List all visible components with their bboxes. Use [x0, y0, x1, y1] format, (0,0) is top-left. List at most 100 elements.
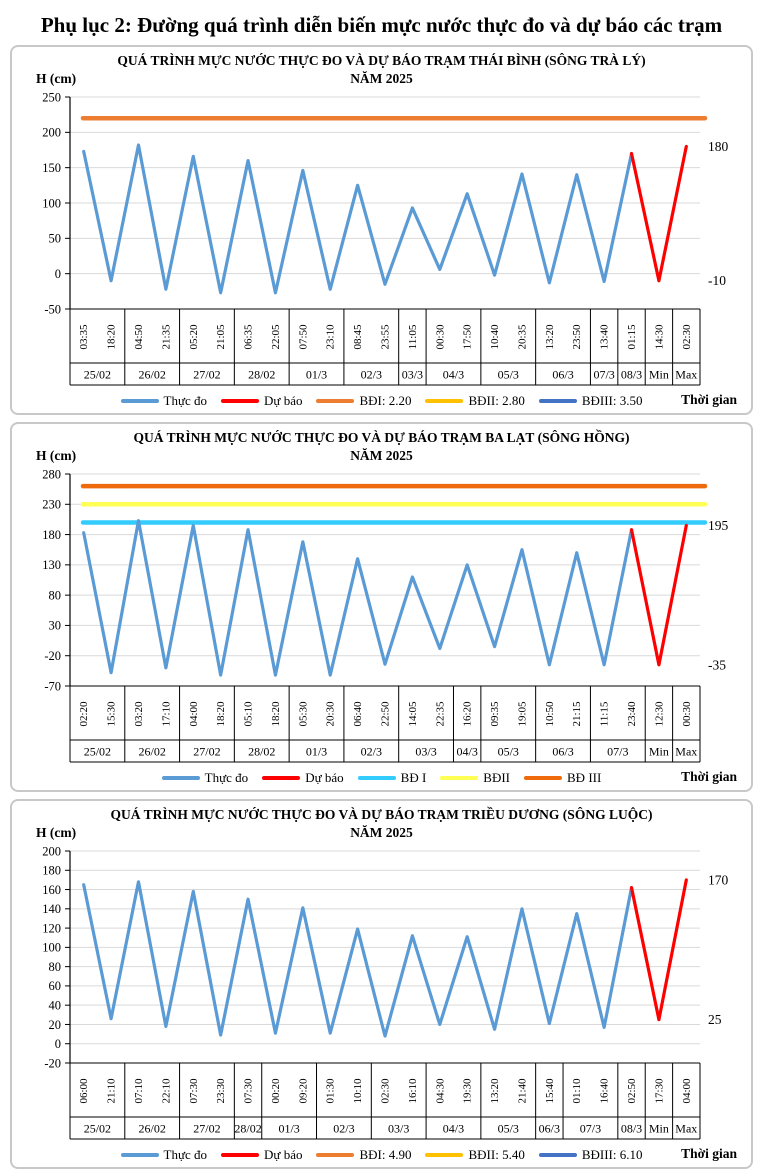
time-label: 21:40 — [516, 1078, 528, 1104]
date-label: 02/3 — [333, 1122, 354, 1136]
legend-line-swatch-icon — [316, 1153, 355, 1158]
date-label: 04/3 — [457, 745, 478, 759]
legend-item: Thực đo — [161, 770, 248, 786]
time-label: 05:10 — [243, 701, 255, 727]
legend-label: Dự báo — [264, 1147, 303, 1163]
time-label: 21:35 — [160, 324, 172, 350]
time-label: 18:20 — [270, 701, 282, 727]
legend-items: Thực đo Dự báo BĐI: 4.90 BĐII: 5.40 BĐIII: 6… — [120, 1147, 643, 1163]
legend-items: Thực đo Dự báo BĐ I BĐII BĐ III — [161, 770, 601, 786]
data-label: 170 — [708, 873, 729, 888]
x-axis-title: Thời gian — [681, 769, 737, 785]
date-label: 25/02 — [84, 745, 111, 759]
observed-line — [82, 519, 634, 677]
y-tick-label: 80 — [49, 960, 62, 974]
time-label: 06:40 — [352, 701, 364, 727]
legend-item: BĐ III — [524, 770, 601, 786]
date-label: 07/3 — [607, 745, 628, 759]
time-label: 00:30 — [681, 701, 693, 727]
date-label: 06/3 — [552, 745, 573, 759]
time-label: 13:20 — [489, 1078, 501, 1104]
date-label: 02/3 — [361, 745, 382, 759]
time-label: 20:35 — [516, 324, 528, 350]
legend-line-swatch-icon — [316, 399, 355, 404]
chart-panel-thai-binh: QUÁ TRÌNH MỰC NƯỚC THỰC ĐO VÀ DỰ BÁO TRẠ… — [10, 45, 753, 416]
time-label: 14:05 — [407, 701, 419, 727]
date-label: 08/3 — [621, 1122, 642, 1136]
legend-item: Dự báo — [262, 770, 344, 786]
y-tick-label: 0 — [55, 1037, 61, 1051]
time-label: 02:30 — [681, 324, 693, 350]
y-tick-label: 20 — [49, 1018, 62, 1032]
time-label: 04:30 — [434, 1078, 446, 1104]
legend-item: Dự báo — [221, 393, 302, 409]
date-label: 27/02 — [193, 745, 220, 759]
legend-item: BĐIII: 3.50 — [538, 393, 643, 409]
time-label: 16:40 — [599, 1078, 611, 1104]
legend-label: BĐ III — [567, 770, 602, 786]
forecast-line — [629, 144, 688, 283]
time-label: 00:30 — [434, 324, 446, 350]
y-tick-label: 200 — [42, 126, 61, 140]
date-label: 07/3 — [593, 368, 614, 382]
time-label: 08:45 — [352, 324, 364, 350]
y-tick-label: 30 — [49, 619, 62, 633]
chart-title-block: QUÁ TRÌNH MỰC NƯỚC THỰC ĐO VÀ DỰ BÁO TRẠ… — [12, 52, 751, 87]
y-tick-label: 100 — [42, 941, 61, 955]
legend-label: BĐII: 5.40 — [468, 1147, 525, 1163]
time-label: 06:35 — [243, 324, 255, 350]
date-label: 06/3 — [552, 368, 573, 382]
legend-item: BĐII: 2.80 — [425, 393, 525, 409]
y-tick-label: 180 — [42, 864, 61, 878]
y-tick-label: 230 — [42, 498, 61, 512]
date-label: 04/3 — [443, 368, 464, 382]
data-label: 180 — [708, 139, 729, 154]
legend-row: Thực đo Dự báo BĐ I BĐII BĐ III Thời gian — [12, 766, 751, 790]
data-label: -10 — [708, 273, 726, 288]
time-label: 04:00 — [188, 701, 200, 727]
y-tick-label: 60 — [49, 979, 62, 993]
forecast-line — [629, 878, 688, 1022]
legend-item: BĐIII: 6.10 — [538, 1147, 643, 1163]
time-label: 13:20 — [544, 324, 556, 350]
legend-line-swatch-icon — [221, 1153, 260, 1158]
date-label: 04/3 — [443, 1122, 464, 1136]
legend-line-swatch-icon — [440, 776, 479, 781]
legend-label: Thực đo — [163, 393, 208, 409]
time-label: 11:15 — [599, 701, 611, 726]
legend-item: Thực đo — [120, 393, 208, 409]
date-label: 01/3 — [306, 745, 327, 759]
date-label: 03/3 — [415, 745, 436, 759]
time-label: 09:35 — [489, 701, 501, 727]
date-label: 25/02 — [84, 1122, 111, 1136]
chart-subtitle: NĂM 2025 — [350, 824, 413, 840]
time-label: 04:00 — [681, 1078, 693, 1104]
time-label: 07:30 — [188, 1078, 200, 1104]
y-tick-label: -20 — [44, 1057, 61, 1071]
time-label: 16:10 — [407, 1078, 419, 1104]
legend-line-swatch-icon — [120, 399, 159, 404]
y-tick-label: 200 — [42, 845, 61, 859]
time-label: 07:50 — [297, 324, 309, 350]
time-label: 14:30 — [653, 324, 665, 350]
time-label: 21:05 — [215, 324, 227, 350]
y-tick-label: 100 — [42, 196, 61, 210]
date-label: 05/3 — [498, 368, 519, 382]
time-label: 05:30 — [297, 701, 309, 727]
legend-line-swatch-icon — [120, 1153, 159, 1158]
legend-label: BĐIII: 3.50 — [581, 393, 643, 409]
time-label: 10:50 — [544, 701, 556, 727]
chart-subtitle: NĂM 2025 — [350, 447, 413, 463]
date-label: 07/3 — [580, 1122, 601, 1136]
x-axis-title: Thời gian — [681, 1146, 737, 1162]
time-label: 12:30 — [653, 701, 665, 727]
time-label: 19:05 — [516, 701, 528, 727]
time-label: 23:10 — [325, 324, 337, 350]
date-label: 27/02 — [193, 368, 220, 382]
legend-line-swatch-icon — [538, 1153, 577, 1158]
time-label: 23:55 — [380, 324, 392, 350]
date-label: Min — [649, 1122, 669, 1136]
date-label: Max — [675, 368, 697, 382]
legend-row: Thực đo Dự báo BĐI: 4.90 BĐII: 5.40 BĐIII: 6… — [12, 1143, 751, 1167]
date-label: Min — [649, 745, 669, 759]
